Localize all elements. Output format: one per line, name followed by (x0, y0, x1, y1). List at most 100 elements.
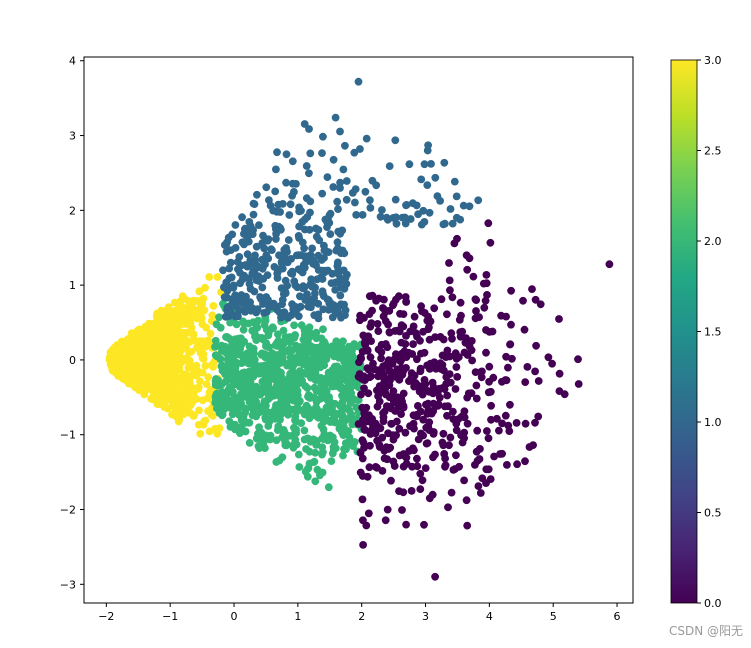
colorbar-tick-label: 2.5 (704, 145, 722, 158)
data-point (391, 407, 400, 415)
data-point (229, 388, 237, 396)
data-point (206, 329, 215, 338)
x-tick-label: −2 (98, 610, 114, 623)
data-point (534, 377, 543, 385)
data-point (178, 408, 187, 417)
data-point (446, 286, 454, 295)
data-point (283, 281, 292, 290)
data-point (358, 495, 367, 504)
data-point (254, 429, 262, 438)
data-point (437, 295, 446, 304)
data-point (189, 308, 198, 316)
data-point (249, 199, 258, 208)
data-point (313, 437, 321, 445)
data-point (301, 327, 309, 336)
data-point (185, 359, 194, 367)
data-point (342, 445, 350, 454)
data-point (293, 283, 302, 292)
data-point (287, 311, 296, 319)
data-point (274, 411, 282, 419)
data-point (273, 305, 281, 314)
data-point (440, 158, 449, 167)
data-point (352, 211, 361, 219)
data-point (493, 414, 501, 423)
data-point (463, 521, 472, 530)
data-point (205, 427, 214, 436)
data-point (139, 363, 147, 372)
data-point (462, 251, 471, 260)
data-point (213, 273, 222, 281)
data-point (393, 417, 401, 426)
data-point (471, 295, 480, 304)
data-point (263, 372, 271, 381)
data-point (251, 359, 259, 368)
data-point (260, 244, 269, 253)
data-point (314, 310, 323, 319)
data-point (453, 234, 461, 243)
data-point (360, 413, 369, 421)
data-point (189, 412, 198, 420)
data-point (221, 312, 230, 321)
data-point (254, 272, 263, 281)
data-point (199, 350, 208, 359)
data-point (293, 370, 301, 379)
data-point (293, 398, 301, 406)
data-point (512, 419, 521, 427)
data-point (395, 292, 403, 301)
data-point (284, 236, 293, 244)
data-point (356, 448, 365, 457)
x-tick-label: 1 (294, 610, 301, 623)
data-point (323, 373, 332, 382)
data-point (336, 291, 345, 300)
data-point (179, 305, 188, 314)
data-point (389, 301, 397, 310)
data-point (402, 520, 410, 529)
data-point (290, 321, 298, 330)
data-point (513, 460, 521, 469)
data-point (294, 232, 303, 240)
data-point (274, 358, 283, 366)
data-point (277, 263, 286, 272)
data-point (345, 433, 354, 442)
data-point (265, 326, 274, 335)
data-point (324, 483, 333, 492)
data-point (482, 271, 491, 279)
data-point (319, 305, 328, 314)
data-point (395, 487, 403, 495)
data-point (357, 354, 365, 363)
data-point (483, 427, 491, 435)
data-point (314, 251, 323, 260)
data-point (340, 249, 349, 258)
data-point (232, 302, 240, 311)
data-point (232, 320, 241, 329)
data-point (245, 218, 254, 226)
data-point (237, 334, 245, 343)
data-point (252, 412, 260, 421)
data-point (435, 393, 444, 402)
data-point (286, 200, 295, 209)
data-point (443, 310, 451, 319)
data-point (282, 399, 291, 408)
data-point (376, 212, 385, 221)
data-point (255, 369, 263, 378)
data-point (508, 354, 516, 363)
data-point (420, 160, 429, 169)
data-point (329, 305, 337, 314)
data-point (186, 301, 195, 310)
data-point (358, 403, 367, 412)
data-point (406, 327, 415, 336)
data-point (222, 293, 231, 302)
data-point (222, 367, 231, 376)
data-point (309, 355, 318, 363)
data-point (416, 485, 425, 493)
data-point (507, 320, 515, 329)
data-point (393, 326, 402, 335)
data-point (168, 386, 176, 394)
data-point (485, 362, 494, 371)
data-point (454, 415, 463, 423)
data-point (410, 312, 419, 321)
data-point (243, 250, 252, 259)
data-point (261, 444, 269, 452)
data-point (280, 246, 289, 254)
